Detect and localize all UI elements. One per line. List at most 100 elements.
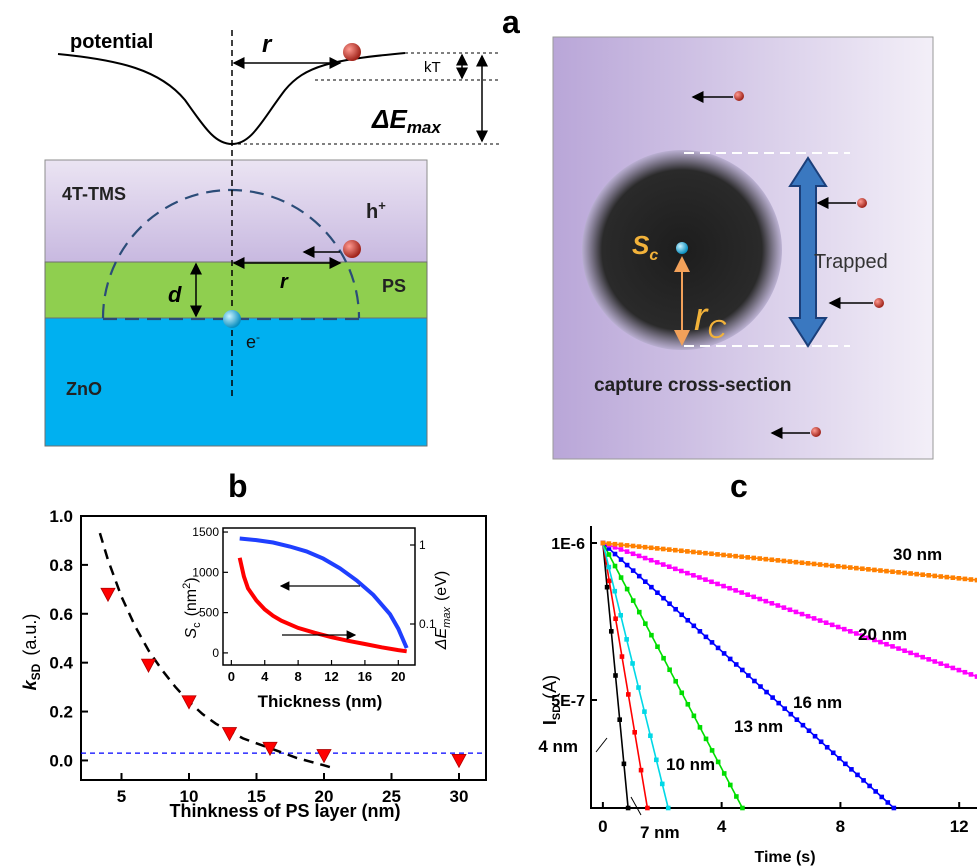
panel-c-marker — [962, 576, 968, 582]
panel-c-series-label: 10 nm — [666, 755, 715, 774]
hole-particle — [343, 43, 361, 61]
panel-b-xtick-label: 20 — [315, 787, 334, 806]
panel-c-marker — [926, 573, 932, 578]
trapped-double-arrow — [788, 156, 828, 348]
panel-c-marker — [861, 778, 866, 783]
panel-c-marker — [794, 717, 800, 722]
sc-label: Sc — [632, 230, 658, 264]
panel-c-marker — [697, 725, 703, 730]
panel-c-ylabel-unit: (A) — [540, 675, 560, 699]
panel-c-marker — [829, 563, 835, 569]
panel-c-marker — [643, 579, 648, 584]
panel-c-marker — [855, 772, 860, 778]
panel-c-marker — [697, 550, 702, 555]
panel-c-marker — [709, 640, 715, 645]
panel-c-marker — [624, 586, 630, 592]
panel-c-marker — [636, 685, 641, 690]
panel-c-marker — [703, 577, 708, 582]
panel-c-marker — [606, 546, 612, 551]
panel-c-marker — [660, 546, 666, 552]
panel-c-marker — [879, 794, 885, 800]
panel-c-marker — [878, 639, 883, 645]
inset-xtick-label: 8 — [295, 669, 302, 684]
panel-c-marker — [938, 574, 944, 579]
ps-layer — [44, 261, 428, 319]
panel-c-marker — [655, 644, 660, 649]
panel-c-series-labels: 4 nm 7 nm 10 nm 13 nm 16 nm 20 nm 30 nm — [538, 545, 942, 842]
panel-c-marker — [811, 561, 817, 567]
panel-c-marker — [950, 575, 956, 581]
delta-e-sub: max — [407, 118, 443, 137]
panel-c-marker — [805, 561, 811, 566]
inset-y2tick-label: 0.1 — [419, 617, 436, 631]
panel-c-marker — [885, 800, 891, 805]
panel-c-marker — [800, 722, 806, 728]
panel-c-marker — [812, 733, 818, 739]
zno-layer — [44, 317, 428, 447]
panel-c-marker — [715, 581, 720, 587]
rc-label: rC — [694, 295, 726, 344]
panel-a-diagram: Trapped Sc rC capture cross-section — [552, 36, 934, 460]
panel-c-marker — [781, 605, 787, 610]
panel-c-marker — [824, 744, 830, 750]
hole-3 — [874, 298, 884, 308]
capture-label: capture cross-section — [594, 375, 791, 396]
panel-c-marker — [685, 702, 691, 707]
panel-c-marker — [679, 612, 684, 618]
panel-b-xtick-label: 25 — [382, 787, 401, 806]
panel-c-label: c — [730, 468, 748, 504]
inset-ylabel-s: S — [183, 628, 200, 639]
panel-b-point — [316, 749, 332, 764]
inset-xtick-label: 16 — [358, 669, 372, 684]
panel-c-marker — [703, 634, 709, 640]
panel-c-marker — [745, 592, 750, 598]
panel-c-marker — [956, 667, 962, 673]
panel-c-marker — [873, 789, 878, 794]
panel-c-marker — [673, 606, 678, 612]
panel-c-marker — [758, 684, 763, 689]
panel-c-marker — [841, 564, 847, 570]
panel-c-marker — [691, 549, 696, 555]
panel-c-marker — [624, 562, 630, 568]
panel-c-marker — [835, 564, 841, 569]
panel-c-marker — [806, 728, 812, 734]
inset-ylabel: Sc (nm2) — [181, 577, 203, 638]
panel-c-marker — [624, 549, 630, 554]
panel-c-marker — [769, 601, 775, 606]
panel-c-marker — [659, 781, 665, 787]
rc-sub: C — [707, 314, 726, 344]
panel-c-marker — [775, 603, 781, 608]
panel-c-ylabel-sub: SD — [551, 705, 563, 720]
d-label: d — [168, 282, 182, 307]
panel-c-marker — [890, 644, 895, 649]
panel-c-marker — [625, 805, 631, 811]
panel-c-marker — [697, 575, 702, 580]
panel-c-marker — [920, 654, 925, 660]
panel-c-series-label: 13 nm — [734, 717, 783, 736]
panel-c-marker — [890, 569, 895, 575]
panel-c-marker — [685, 617, 691, 623]
panel-c-marker — [968, 577, 974, 582]
hole-4 — [811, 427, 821, 437]
panel-b-xtick-label: 5 — [117, 787, 126, 806]
panel-c-marker — [757, 596, 763, 602]
panel-c-marker — [660, 562, 666, 567]
panel-c-marker — [721, 651, 727, 656]
panel-c-marker — [685, 549, 690, 554]
panel-c-marker — [613, 616, 618, 622]
panel-c-marker — [932, 573, 938, 579]
panel-c-marker — [854, 631, 859, 636]
panel-c-marker — [914, 652, 919, 658]
panel-c-marker — [740, 805, 745, 811]
panel-c-marker — [626, 692, 631, 697]
panel-c-marker — [860, 633, 865, 638]
panel-c-marker — [854, 565, 859, 571]
panel-c-marker — [697, 629, 703, 634]
inset-ytick-label: 500 — [199, 606, 219, 620]
panel-c-xlabel: Time (s) — [754, 849, 815, 866]
panel-c-marker — [944, 574, 950, 580]
tms-layer — [44, 159, 428, 263]
panel-c-marker — [632, 729, 637, 735]
sc-sub: c — [649, 247, 658, 264]
